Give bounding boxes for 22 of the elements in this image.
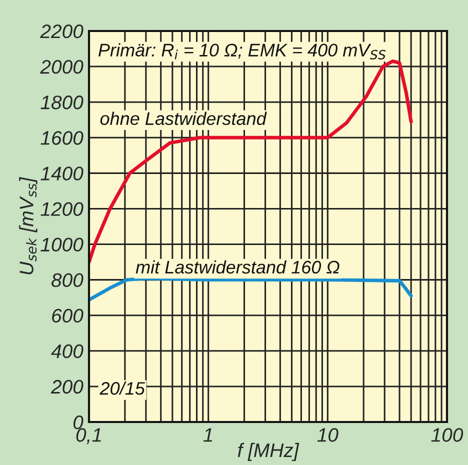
y-tick-label: 1600 — [40, 131, 84, 145]
x-tick-label: 0,1 — [76, 428, 101, 444]
series-label: mit Lastwiderstand 160 Ω — [136, 260, 340, 274]
y-tick-label: 1400 — [40, 166, 84, 180]
y-tick-label: 1000 — [40, 238, 84, 252]
y-axis-title: U$_{sek}$ [mV$_{ss}$] — [19, 176, 38, 274]
y-tick-label: 1800 — [40, 96, 84, 110]
series-label: ohne Lastwiderstand — [100, 112, 267, 126]
x-tick-label: 10 — [317, 428, 338, 442]
y-tick-label: 200 — [50, 380, 84, 394]
y-tick-label: 2200 — [40, 24, 84, 38]
y-tick-label: 800 — [52, 273, 84, 288]
y-tick-label: 400 — [51, 344, 84, 358]
y-tick-label: 600 — [52, 308, 84, 323]
annotation: 20/15 — [100, 382, 145, 395]
x-tick-label: 1 — [203, 428, 212, 442]
y-tick-label: 0 — [73, 415, 84, 430]
x-tick-label: 100 — [431, 428, 464, 442]
y-tick-label: 2000 — [40, 60, 84, 74]
y-tick-label: 1200 — [40, 202, 84, 216]
annotation: Primär: R$_{i}$ = 10 Ω; EMK = 400 mV$_{SS}$ — [98, 43, 386, 60]
x-axis-title: f [MHz] — [238, 442, 300, 462]
